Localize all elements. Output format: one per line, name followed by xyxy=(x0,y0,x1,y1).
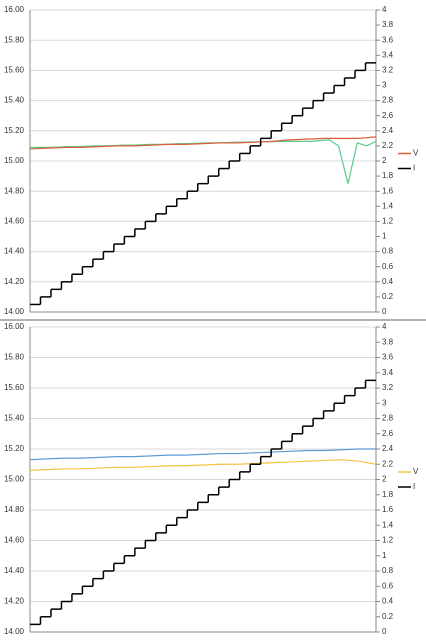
y2-tick-label: 1.2 xyxy=(382,536,394,545)
y2-tick-label: 2 xyxy=(382,475,387,484)
y-tick-label: 15.80 xyxy=(4,353,25,362)
y-tick-label: 15.60 xyxy=(4,383,25,392)
y2-tick-label: 1.6 xyxy=(382,186,394,195)
y-tick-label: 15.20 xyxy=(4,126,25,135)
y-tick-label: 14.40 xyxy=(4,566,25,575)
y-tick-label: 14.60 xyxy=(4,217,25,226)
legend-label: I xyxy=(413,164,415,173)
y2-tick-label: 0.4 xyxy=(382,597,394,606)
y2-tick-label: 1.6 xyxy=(382,505,394,514)
y2-tick-label: 0.4 xyxy=(382,277,394,286)
y-tick-label: 16.00 xyxy=(4,322,25,331)
y2-tick-label: 2.6 xyxy=(382,111,394,120)
y2-tick-label: 2.2 xyxy=(382,141,394,150)
y2-tick-label: 3.6 xyxy=(382,353,394,362)
y2-tick-label: 4 xyxy=(382,322,387,331)
y2-tick-label: 2.2 xyxy=(382,459,394,468)
y2-tick-label: 3.8 xyxy=(382,20,394,29)
y-tick-label: 14.60 xyxy=(4,536,25,545)
y2-tick-label: 3 xyxy=(382,81,387,90)
y2-tick-label: 1 xyxy=(382,551,387,560)
y-tick-label: 15.40 xyxy=(4,96,25,105)
y2-tick-label: 2.6 xyxy=(382,429,394,438)
y-tick-label: 14.80 xyxy=(4,186,25,195)
series-line xyxy=(29,459,377,471)
y2-tick-label: 3 xyxy=(382,398,387,407)
y2-tick-label: 0 xyxy=(382,627,387,636)
y2-tick-label: 1.4 xyxy=(382,201,394,210)
y2-tick-label: 3.2 xyxy=(382,66,394,75)
y2-tick-label: 4 xyxy=(382,5,387,14)
y2-tick-label: 3.2 xyxy=(382,383,394,392)
y2-tick-label: 0.8 xyxy=(382,247,394,256)
y2-tick-label: 1.2 xyxy=(382,217,394,226)
y-tick-label: 15.20 xyxy=(4,444,25,453)
y2-tick-label: 1.8 xyxy=(382,490,394,499)
y-tick-label: 15.60 xyxy=(4,66,25,75)
legend-label: V xyxy=(413,149,419,158)
y-tick-label: 15.80 xyxy=(4,35,25,44)
y-tick-label: 16.00 xyxy=(4,5,25,14)
y2-tick-label: 2.4 xyxy=(382,126,394,135)
y2-tick-label: 3.8 xyxy=(382,337,394,346)
series-line xyxy=(29,136,377,150)
y2-tick-label: 2.8 xyxy=(382,414,394,423)
y2-tick-label: 1.8 xyxy=(382,171,394,180)
y-tick-label: 14.00 xyxy=(4,307,25,316)
y-tick-label: 15.40 xyxy=(4,414,25,423)
y2-tick-label: 0.2 xyxy=(382,292,394,301)
y2-tick-label: 0.2 xyxy=(382,612,394,621)
y2-tick-label: 3.4 xyxy=(382,368,394,377)
y2-tick-label: 1.4 xyxy=(382,520,394,529)
y2-tick-label: 0.6 xyxy=(382,581,394,590)
y2-tick-label: 0.8 xyxy=(382,566,394,575)
y-tick-label: 14.80 xyxy=(4,505,25,514)
y-tick-label: 14.20 xyxy=(4,277,25,286)
y-tick-label: 15.00 xyxy=(4,475,25,484)
legend-label: V xyxy=(413,467,419,476)
y2-tick-label: 0 xyxy=(382,307,387,316)
y2-tick-label: 2.4 xyxy=(382,444,394,453)
y2-tick-label: 2 xyxy=(382,156,387,165)
y2-tick-label: 0.6 xyxy=(382,262,394,271)
y-tick-label: 14.00 xyxy=(4,627,25,636)
y-tick-label: 14.20 xyxy=(4,597,25,606)
y2-tick-label: 2.8 xyxy=(382,96,394,105)
y-tick-label: 14.40 xyxy=(4,247,25,256)
y2-tick-label: 3.4 xyxy=(382,50,394,59)
legend-label: I xyxy=(413,482,415,491)
y2-tick-label: 3.6 xyxy=(382,35,394,44)
y2-tick-label: 1 xyxy=(382,232,387,241)
y-tick-label: 15.00 xyxy=(4,156,25,165)
series-line xyxy=(29,448,376,461)
